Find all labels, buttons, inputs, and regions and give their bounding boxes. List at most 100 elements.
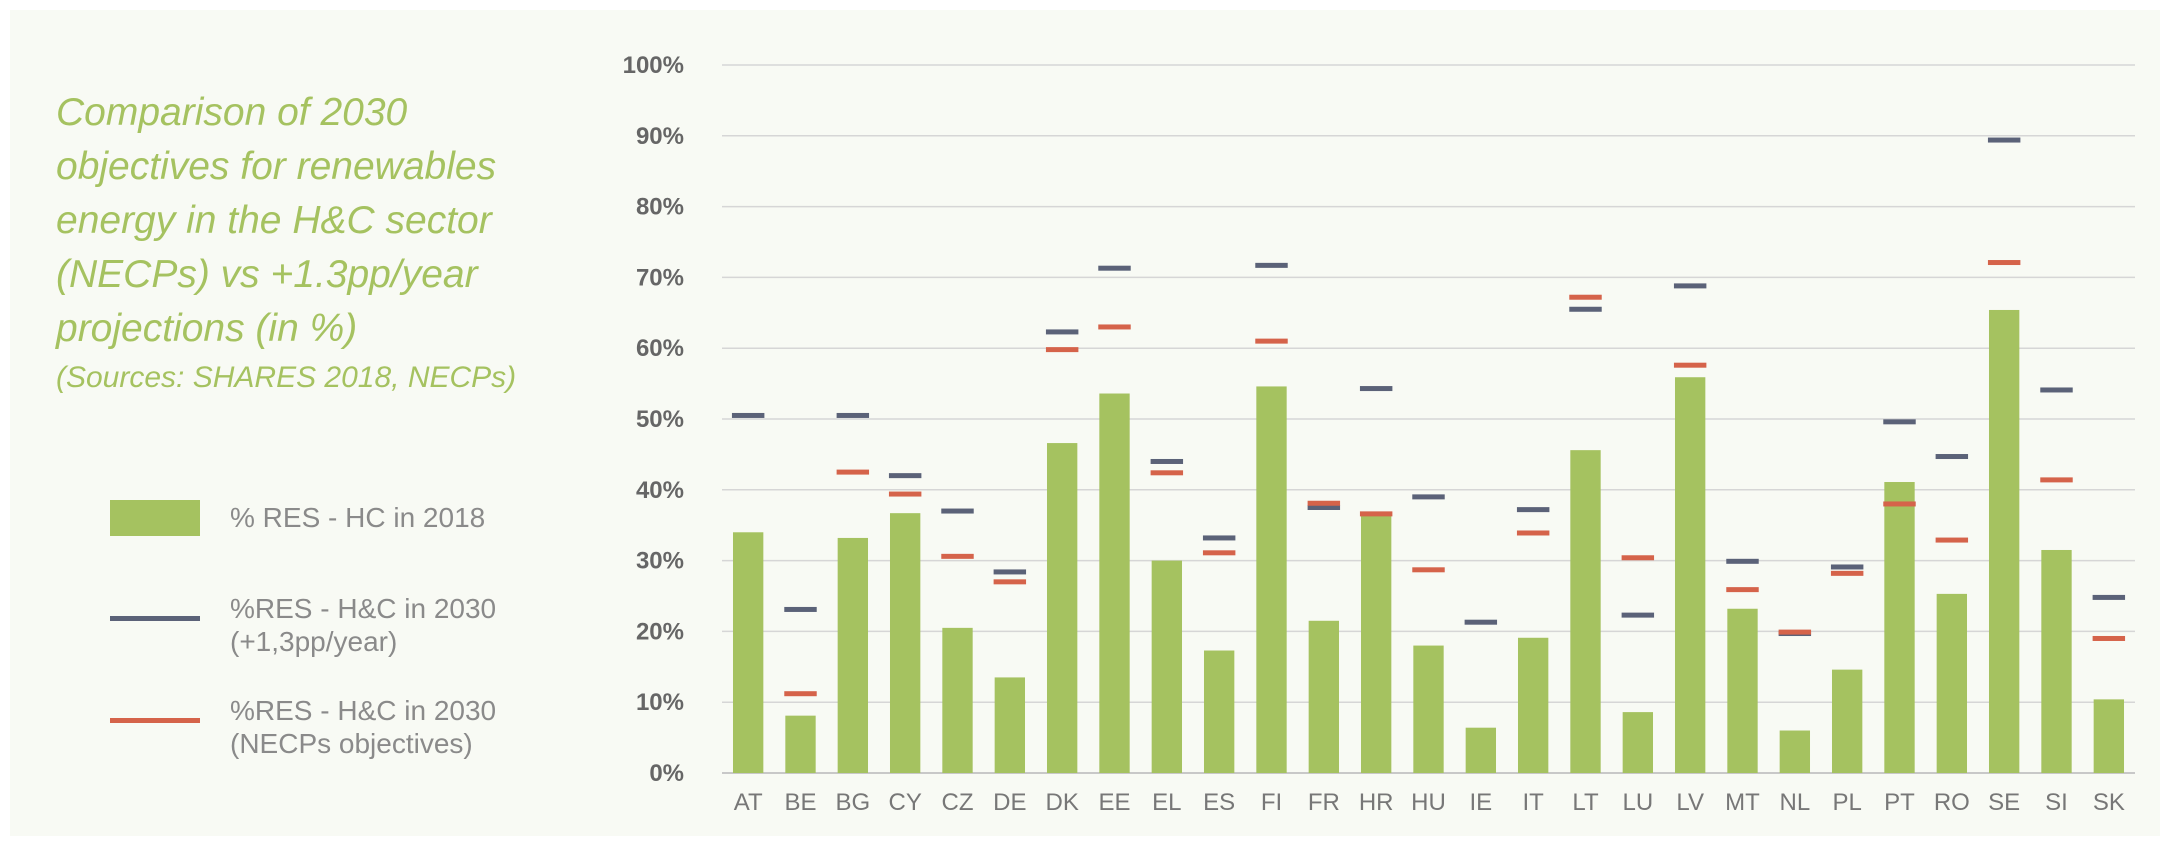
y-tick-label: 50% (636, 406, 684, 433)
necp-marker-be (784, 691, 817, 697)
x-tick-label-cy: CY (888, 789, 921, 816)
x-tick-label-bg: BG (835, 789, 870, 816)
necp-marker-fr (1307, 500, 1341, 506)
x-tick-label-es: ES (1203, 789, 1235, 816)
bar-mt (1727, 608, 1758, 773)
projection-marker-cy (888, 473, 922, 479)
projection-marker-mt (1726, 558, 1759, 564)
bar-nl (1779, 730, 1811, 773)
x-tick-label-lv: LV (1676, 789, 1704, 816)
y-tick-label: 20% (636, 618, 684, 645)
x-tick-label-at: AT (734, 789, 763, 816)
necp-marker-se (1987, 260, 2021, 266)
projection-marker-pt (1883, 419, 1916, 425)
projection-marker-fr (1307, 505, 1341, 510)
bar-hu (1413, 645, 1444, 773)
x-tick-label-fr: FR (1308, 789, 1340, 816)
bar-cy (889, 513, 921, 773)
necp-marker-fi (1255, 338, 1288, 344)
necp-marker-hu (1412, 567, 1445, 573)
y-tick-label: 70% (636, 264, 684, 291)
x-tick-label-mt: MT (1725, 789, 1760, 816)
bar-lu (1622, 712, 1654, 773)
projection-marker-es (1202, 535, 1236, 541)
x-tick-label-se: SE (1988, 789, 2020, 816)
y-tick-label: 80% (636, 194, 684, 221)
bar-se (1988, 309, 2020, 773)
bar-ee (1099, 393, 1130, 773)
x-tick-label-ie: IE (1469, 789, 1492, 816)
projection-marker-bg (836, 412, 870, 418)
x-tick-label-hu: HU (1411, 789, 1446, 816)
markers-necp (784, 260, 2126, 697)
necp-marker-sk (2092, 635, 2126, 641)
necp-marker-cz (941, 553, 974, 559)
x-tick-label-pt: PT (1884, 789, 1915, 816)
x-tick-label-sk: SK (2093, 789, 2125, 816)
chart-title: Comparison of 2030 objectives for renewa… (56, 91, 497, 350)
necp-marker-dk (1045, 347, 1079, 353)
necp-marker-cy (888, 491, 922, 497)
necp-marker-it (1516, 530, 1550, 536)
projection-marker-lu (1621, 612, 1655, 618)
bar-lt (1570, 450, 1601, 773)
bar-el (1151, 560, 1183, 773)
bar-cz (942, 627, 973, 773)
projection-marker-cz (941, 508, 974, 514)
y-tick-label: 0% (649, 760, 684, 787)
projection-marker-lv (1673, 283, 1707, 289)
y-tick-label: 40% (636, 477, 684, 504)
x-tick-label-pl: PL (1832, 789, 1861, 816)
necp-marker-de (993, 579, 1027, 585)
x-tick-label-cz: CZ (942, 789, 974, 816)
y-tick-label: 30% (636, 548, 684, 575)
x-tick-label-el: EL (1152, 789, 1181, 816)
bar-de (994, 677, 1026, 773)
x-tick-label-dk: DK (1045, 789, 1078, 816)
necp-marker-si (2040, 477, 2073, 483)
bar-dk (1046, 443, 1078, 773)
x-tick-label-ee: EE (1098, 789, 1130, 816)
necp-marker-lt (1569, 294, 1602, 300)
bar-be (785, 715, 816, 773)
x-tick-label-lt: LT (1572, 789, 1599, 816)
y-tick-label: 10% (636, 689, 684, 716)
chart-frame (10, 10, 2160, 836)
projection-marker-si (2040, 387, 2073, 393)
bar-pl (1831, 669, 1863, 773)
y-tick-label: 100% (623, 52, 684, 79)
x-tick-label-ro: RO (1934, 789, 1970, 816)
bar-lv (1674, 377, 1706, 773)
projection-marker-ro (1935, 454, 1969, 460)
bar-bg (837, 537, 869, 773)
legend-swatch-projection-line (110, 616, 200, 621)
bar-si (2041, 549, 2072, 773)
necp-marker-nl (1778, 629, 1812, 635)
projection-marker-it (1516, 507, 1550, 513)
projection-marker-fi (1255, 262, 1288, 268)
necp-marker-pt (1883, 501, 1916, 507)
x-tick-label-lu: LU (1622, 789, 1653, 816)
projection-marker-sk (2092, 594, 2126, 600)
projection-marker-ie (1464, 619, 1498, 625)
necp-marker-bg (836, 469, 870, 475)
necp-marker-lv (1673, 362, 1707, 368)
necp-marker-pl (1830, 570, 1864, 576)
legend-swatch-bar (110, 500, 200, 536)
legend-label-res-2018: % RES - HC in 2018 (230, 502, 486, 533)
x-tick-label-hr: HR (1359, 789, 1394, 816)
x-axis: AT BE BG CY CZ DE DK EE EL ES FI FR HR HU IE IT LT LU LV MT… (734, 789, 2125, 816)
projection-marker-ee (1098, 265, 1131, 271)
bar-es (1203, 650, 1235, 773)
necp-marker-lu (1621, 555, 1655, 561)
bar-at (732, 532, 764, 773)
projection-marker-lt (1569, 306, 1602, 312)
bar-sk (2093, 699, 2125, 773)
projection-marker-el (1150, 458, 1184, 464)
projection-marker-hu (1412, 494, 1445, 500)
bar-it (1517, 637, 1549, 773)
legend-label-projection: %RES - H&C in 2030 (+1,3pp/year) (230, 593, 497, 657)
projection-marker-dk (1045, 329, 1079, 335)
y-tick-label: 60% (636, 335, 684, 362)
